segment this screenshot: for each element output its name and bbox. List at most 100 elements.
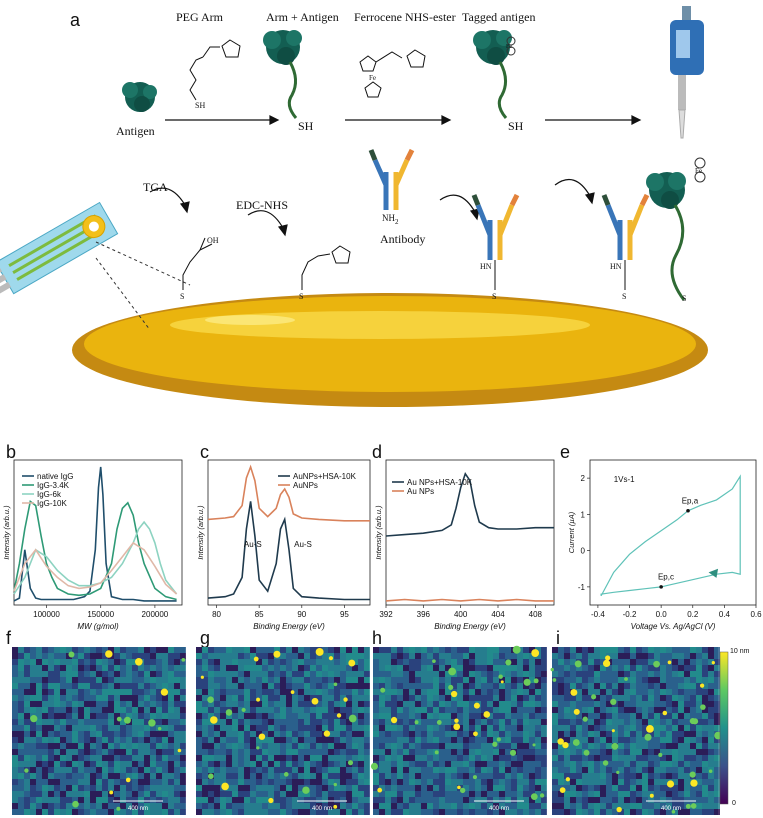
afm-texture-cell: [268, 689, 274, 695]
afm-texture-cell: [48, 713, 54, 719]
afm-texture-cell: [379, 749, 385, 755]
afm-texture-cell: [280, 647, 286, 653]
afm-texture-cell: [373, 779, 379, 785]
afm-texture-cell: [373, 647, 379, 653]
afm-texture-cell: [220, 797, 226, 803]
afm-particle: [283, 772, 289, 777]
afm-texture-cell: [274, 647, 280, 653]
afm-texture-cell: [451, 791, 457, 797]
afm-texture-cell: [505, 761, 511, 767]
afm-particle: [459, 787, 466, 794]
afm-texture-cell: [214, 785, 220, 791]
afm-texture-cell: [618, 773, 624, 779]
afm-texture-cell: [244, 761, 250, 767]
afm-texture-cell: [535, 731, 541, 737]
afm-texture-cell: [208, 785, 214, 791]
afm-texture-cell: [196, 665, 202, 671]
afm-texture-cell: [144, 785, 150, 791]
afm-texture-cell: [340, 779, 346, 785]
afm-texture-cell: [570, 731, 576, 737]
afm-texture-cell: [274, 683, 280, 689]
afm-texture-cell: [529, 713, 535, 719]
afm-texture-cell: [660, 749, 666, 755]
antigen-icon: [122, 82, 157, 112]
afm-texture-cell: [576, 779, 582, 785]
afm-texture-cell: [90, 761, 96, 767]
afm-texture-cell: [96, 695, 102, 701]
series-line: [207, 501, 370, 601]
afm-texture-cell: [84, 803, 90, 809]
afm-texture-cell: [132, 773, 138, 779]
afm-texture-cell: [168, 737, 174, 743]
afm-texture-cell: [322, 791, 328, 797]
afm-texture-cell: [421, 695, 427, 701]
afm-particle: [72, 800, 79, 808]
afm-texture-cell: [162, 677, 168, 683]
afm-texture-cell: [576, 665, 582, 671]
afm-texture-cell: [636, 803, 642, 809]
afm-texture-cell: [66, 719, 72, 725]
afm-texture-cell: [274, 701, 280, 707]
afm-texture-cell: [523, 713, 529, 719]
afm-texture-cell: [310, 749, 316, 755]
afm-texture-cell: [114, 785, 120, 791]
afm-texture-cell: [126, 791, 132, 797]
panel-label-i: i: [556, 628, 560, 648]
afm-texture-cell: [316, 791, 322, 797]
afm-texture-cell: [132, 677, 138, 683]
afm-texture-cell: [612, 797, 618, 803]
panel-label-b: b: [6, 442, 17, 462]
afm-texture-cell: [48, 785, 54, 791]
afm-texture-cell: [90, 677, 96, 683]
afm-texture-cell: [18, 719, 24, 725]
afm-texture-cell: [642, 659, 648, 665]
afm-texture-cell: [672, 689, 678, 695]
afm-texture-cell: [232, 683, 238, 689]
legend-entry: IgG-3.4K: [37, 481, 70, 490]
afm-texture-cell: [499, 647, 505, 653]
afm-texture-cell: [702, 785, 708, 791]
afm-texture-cell: [499, 809, 505, 815]
afm-texture-cell: [427, 761, 433, 767]
afm-texture-cell: [156, 677, 162, 683]
afm-texture-cell: [409, 647, 415, 653]
afm-texture-cell: [391, 761, 397, 767]
afm-texture-cell: [174, 743, 180, 749]
afm-texture-cell: [409, 695, 415, 701]
afm-texture-cell: [144, 647, 150, 653]
afm-texture-cell: [582, 695, 588, 701]
afm-texture-cell: [96, 785, 102, 791]
afm-texture-cell: [340, 797, 346, 803]
afm-texture-cell: [286, 653, 292, 659]
afm-texture-cell: [340, 743, 346, 749]
afm-texture-cell: [232, 671, 238, 677]
afm-texture-cell: [262, 767, 268, 773]
afm-texture-cell: [102, 755, 108, 761]
afm-texture-cell: [66, 677, 72, 683]
afm-texture-cell: [499, 785, 505, 791]
afm-texture-cell: [84, 647, 90, 653]
afm-particle: [500, 680, 504, 684]
afm-texture-cell: [403, 803, 409, 809]
afm-texture-cell: [612, 749, 618, 755]
afm-texture-cell: [60, 671, 66, 677]
afm-texture-cell: [180, 695, 186, 701]
afm-texture-cell: [463, 725, 469, 731]
afm-texture-cell: [108, 659, 114, 665]
afm-texture-cell: [280, 683, 286, 689]
afm-texture-cell: [624, 671, 630, 677]
afm-texture-cell: [636, 749, 642, 755]
afm-texture-cell: [385, 755, 391, 761]
afm-texture-cell: [666, 683, 672, 689]
afm-texture-cell: [702, 749, 708, 755]
afm-texture-cell: [499, 755, 505, 761]
afm-texture-cell: [280, 797, 286, 803]
afm-texture-cell: [511, 665, 517, 671]
afm-texture-cell: [606, 647, 612, 653]
afm-texture-cell: [427, 671, 433, 677]
afm-texture-cell: [310, 731, 316, 737]
afm-texture-cell: [541, 719, 547, 725]
afm-texture-cell: [358, 755, 364, 761]
afm-particle: [333, 804, 338, 809]
afm-texture-cell: [445, 713, 451, 719]
